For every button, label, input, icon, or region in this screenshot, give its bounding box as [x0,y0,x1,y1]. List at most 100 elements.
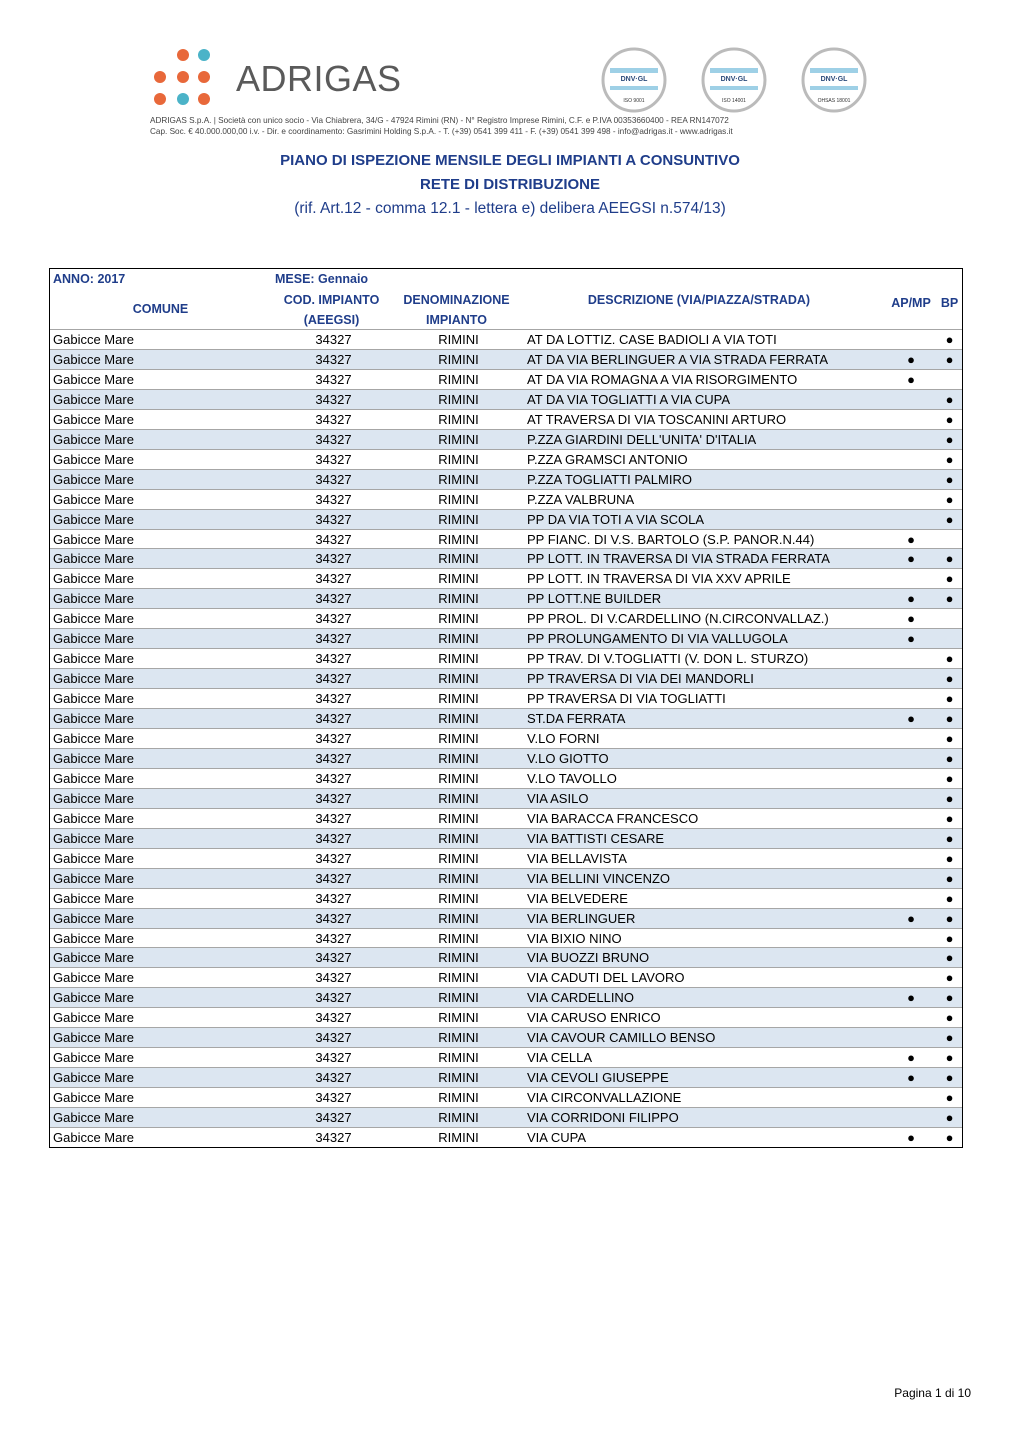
denominazione: RIMINI [438,531,479,547]
cod-impianto: 34327 [315,551,352,567]
denominazione: RIMINI [438,890,479,906]
comune: Gabicce Mare [53,531,134,547]
denominazione: RIMINI [438,351,479,367]
subtitle: RETE DI DISTRIBUZIONE [419,176,600,193]
table-row: Gabicce Mare 34327 RIMINI PP LOTT. IN TRAVE… [50,568,962,588]
descrizione: VIA CORRIDONI FILIPPO [527,1110,679,1126]
table-row: Gabicce Mare 34327 RIMINI AT DA VIA TOGLIAT… [50,388,962,409]
comune: Gabicce Mare [53,411,134,427]
denominazione: RIMINI [438,830,479,846]
comune: Gabicce Mare [53,471,134,487]
denominazione: RIMINI [438,930,479,946]
page-number: Pagina 1 di 10 [894,1386,971,1400]
denominazione: RIMINI [438,850,479,866]
comune: Gabicce Mare [53,451,134,467]
comune: Gabicce Mare [53,591,134,607]
cod-impianto: 34327 [315,1110,352,1126]
denominazione: RIMINI [438,671,479,687]
ap-mp: ● [907,371,915,387]
reference: (rif. Art.12 - comma 12.1 - lettera e) d… [294,200,726,217]
ap-mp: ● [907,351,915,367]
cod-impianto: 34327 [315,431,352,447]
cert-standard: ISO 14001 [722,98,746,104]
comune: Gabicce Mare [53,511,134,527]
bp: ● [945,790,954,806]
bp: ● [945,431,954,447]
denominazione: RIMINI [438,451,479,467]
descrizione: VIA CARUSO ENRICO [527,1010,661,1026]
cod-impianto: 34327 [315,671,352,687]
denominazione: RIMINI [438,1090,479,1106]
cod-impianto: 34327 [315,631,352,647]
descrizione: VIA BUOZZI BRUNO [527,950,650,966]
descrizione: VIA BARACCA FRANCESCO [527,810,699,826]
bp: ● [945,671,954,687]
denominazione: RIMINI [438,571,479,587]
logo-dots [154,49,210,105]
cod-impianto: 34327 [315,830,352,846]
comune: Gabicce Mare [53,651,134,667]
cod-impianto: 34327 [315,332,352,347]
denominazione: RIMINI [438,611,479,627]
bp: ● [945,1030,954,1046]
comune: Gabicce Mare [53,1030,134,1046]
table-row: Gabicce Mare 34327 RIMINI VIA BUOZZI BRUNO ● [50,947,962,968]
denominazione: RIMINI [438,511,479,527]
comune: Gabicce Mare [53,1070,134,1086]
denominazione: RIMINI [438,691,479,707]
bp: ● [945,711,954,727]
descrizione: VIA CADUTI DEL LAVORO [527,970,685,986]
comune: Gabicce Mare [53,711,134,727]
bp: ● [945,950,954,966]
cod-impianto: 34327 [315,750,352,766]
bp: ● [945,351,954,367]
table-row: Gabicce Mare 34327 RIMINI V.LO GIOTTO ● [50,747,962,768]
descrizione: PP PROL. DI V.CARDELLINO (N.CIRCONVALLAZ… [527,611,829,627]
cert-brand: DNV·GL [620,76,648,83]
table-row: Gabicce Mare 34327 RIMINI VIA CIRCONVALLAZI… [50,1087,962,1107]
company-info: Cap. Soc. € 40.000.000,00 i.v. - Dir. e … [150,127,733,136]
cod-impianto: 34327 [315,1070,352,1086]
table-row: Gabicce Mare 34327 RIMINI PP PROL. DI V.CAR… [50,608,962,628]
comune: Gabicce Mare [53,351,134,367]
comune: Gabicce Mare [53,1090,134,1106]
denominazione: RIMINI [438,651,479,667]
bp: ● [945,391,954,407]
ap-mp: ● [907,1050,915,1066]
denominazione: RIMINI [438,431,479,447]
comune: Gabicce Mare [53,910,134,926]
descrizione: VIA CARDELLINO [527,990,634,1006]
descrizione: P.ZZA VALBRUNA [527,491,635,507]
table-row: Gabicce Mare 34327 RIMINI VIA BIXIO NINO ● [50,927,962,948]
ap-mp: ● [907,711,915,727]
table-row: Gabicce Mare 34327 RIMINI VIA CUPA ● ● [50,1127,962,1147]
comune: Gabicce Mare [53,1050,134,1066]
cod-impianto: 34327 [315,930,352,946]
denominazione: RIMINI [438,950,479,966]
ap-mp: ● [907,1130,915,1145]
bp: ● [945,451,954,467]
descrizione: V.LO TAVOLLO [527,770,617,786]
cod-impianto: 34327 [315,711,352,727]
table-row: Gabicce Mare 34327 RIMINI V.LO TAVOLLO ● [50,767,962,788]
descrizione: VIA BERLINGUER [527,910,636,926]
bp: ● [945,332,954,347]
bp: ● [945,731,954,746]
descrizione: V.LO FORNI [527,731,600,746]
cod-impianto: 34327 [315,651,352,667]
descrizione: AT DA VIA ROMAGNA A VIA RISORGIMENTO [527,371,798,387]
cod-impianto: 34327 [315,511,352,527]
comune: Gabicce Mare [53,391,134,407]
company-info: ADRIGAS S.p.A. | Società con unico socio… [150,116,729,125]
denominazione: RIMINI [438,371,479,387]
logo-text: ADRIGAS [236,58,402,99]
ap-mp: ● [907,531,915,547]
descrizione: VIA CEVOLI GIUSEPPE [527,1070,669,1086]
table-row: Gabicce Mare 34327 RIMINI AT DA LOTTIZ. CAS… [50,329,962,349]
table-row: Gabicce Mare 34327 RIMINI P.ZZA TOGLIATTI P… [50,468,962,489]
ap-mp: ● [907,1070,915,1086]
denominazione: RIMINI [438,1010,479,1026]
denominazione: RIMINI [438,471,479,487]
table-row: Gabicce Mare 34327 RIMINI VIA CELLA ● ● [50,1047,962,1067]
denominazione: RIMINI [438,1030,479,1046]
